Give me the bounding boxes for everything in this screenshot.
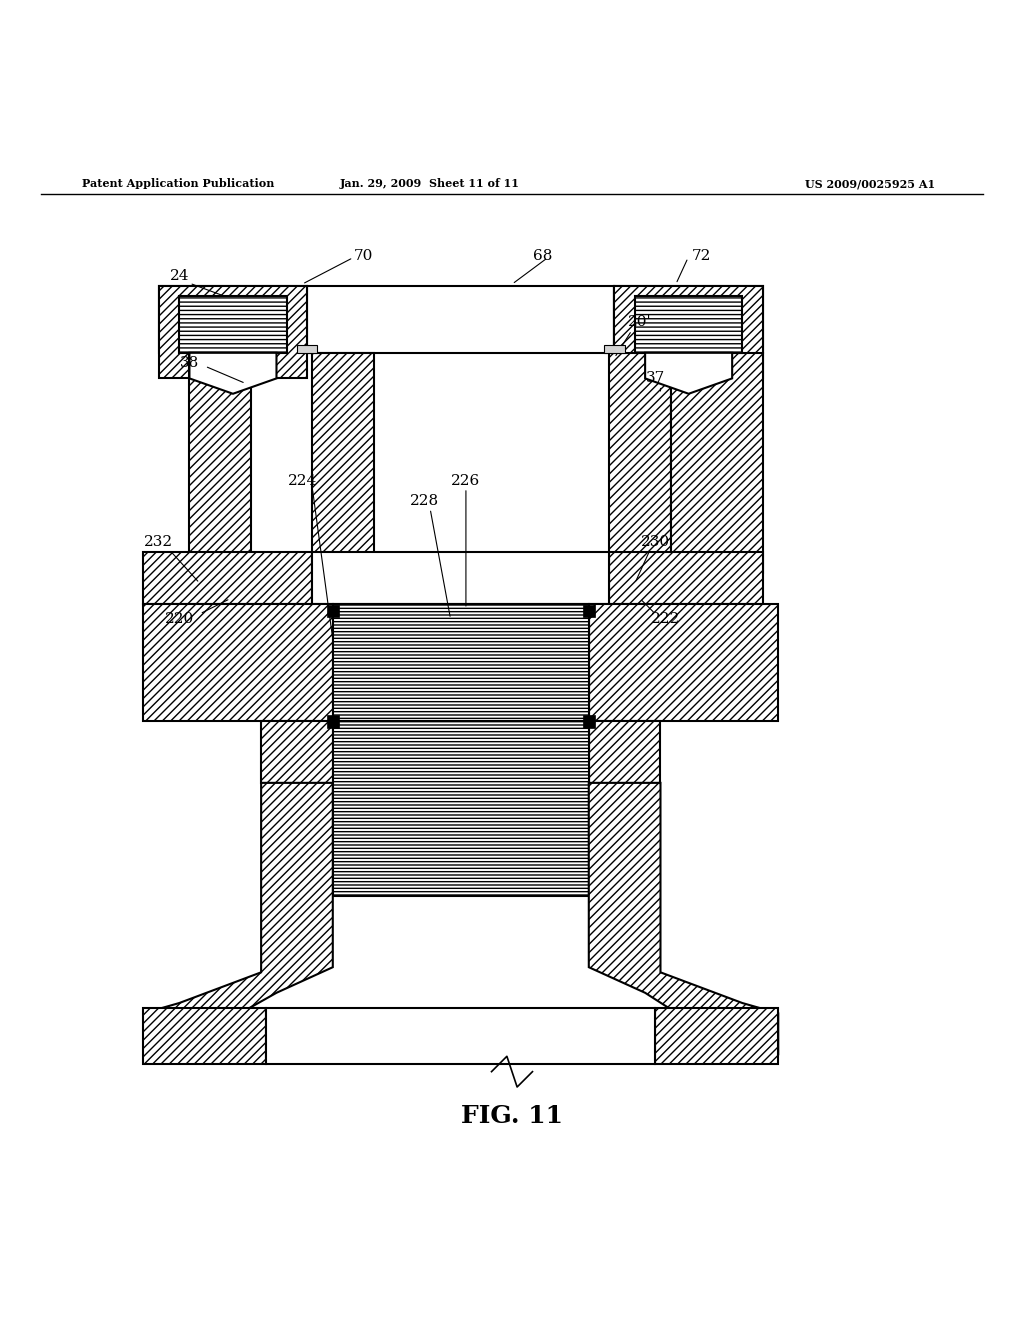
FancyBboxPatch shape	[589, 722, 660, 783]
FancyBboxPatch shape	[143, 603, 333, 722]
Text: 72: 72	[692, 248, 711, 263]
FancyBboxPatch shape	[635, 297, 742, 352]
FancyBboxPatch shape	[179, 297, 287, 352]
Text: Jan. 29, 2009  Sheet 11 of 11: Jan. 29, 2009 Sheet 11 of 11	[340, 178, 520, 189]
Text: 20': 20'	[628, 315, 652, 329]
Bar	[583, 715, 595, 727]
Text: 228: 228	[411, 494, 439, 508]
Polygon shape	[143, 783, 333, 1055]
FancyBboxPatch shape	[333, 603, 589, 722]
FancyBboxPatch shape	[143, 1008, 266, 1064]
Text: 68: 68	[534, 248, 552, 263]
Text: 230: 230	[641, 535, 670, 549]
FancyBboxPatch shape	[159, 286, 307, 352]
Text: 38: 38	[180, 356, 199, 370]
Text: 226: 226	[452, 474, 480, 488]
FancyBboxPatch shape	[614, 286, 763, 379]
Polygon shape	[645, 352, 732, 393]
FancyBboxPatch shape	[655, 1008, 778, 1064]
Text: 224: 224	[288, 474, 316, 488]
FancyBboxPatch shape	[261, 722, 333, 783]
Text: 232: 232	[144, 535, 173, 549]
Bar	[327, 715, 339, 727]
Polygon shape	[189, 352, 276, 393]
Text: 37: 37	[646, 371, 665, 385]
Polygon shape	[589, 783, 778, 1055]
Bar	[327, 605, 339, 616]
Bar	[583, 605, 595, 616]
FancyBboxPatch shape	[266, 1008, 655, 1064]
Text: 24: 24	[169, 269, 189, 282]
FancyBboxPatch shape	[159, 286, 307, 379]
Text: 222: 222	[651, 612, 680, 626]
Text: US 2009/0025925 A1: US 2009/0025925 A1	[805, 178, 936, 189]
FancyBboxPatch shape	[143, 553, 312, 603]
FancyBboxPatch shape	[589, 603, 778, 722]
Text: FIG. 11: FIG. 11	[461, 1104, 563, 1127]
Text: 220: 220	[165, 612, 194, 626]
Text: Patent Application Publication: Patent Application Publication	[82, 178, 274, 189]
FancyBboxPatch shape	[333, 722, 589, 895]
FancyBboxPatch shape	[189, 352, 251, 573]
FancyBboxPatch shape	[671, 352, 763, 573]
Text: 70: 70	[354, 248, 373, 263]
FancyBboxPatch shape	[609, 352, 671, 573]
FancyBboxPatch shape	[297, 345, 317, 352]
FancyBboxPatch shape	[312, 553, 609, 603]
FancyBboxPatch shape	[614, 286, 763, 352]
FancyBboxPatch shape	[609, 553, 763, 603]
FancyBboxPatch shape	[307, 286, 614, 352]
FancyBboxPatch shape	[312, 352, 374, 573]
FancyBboxPatch shape	[604, 345, 625, 352]
